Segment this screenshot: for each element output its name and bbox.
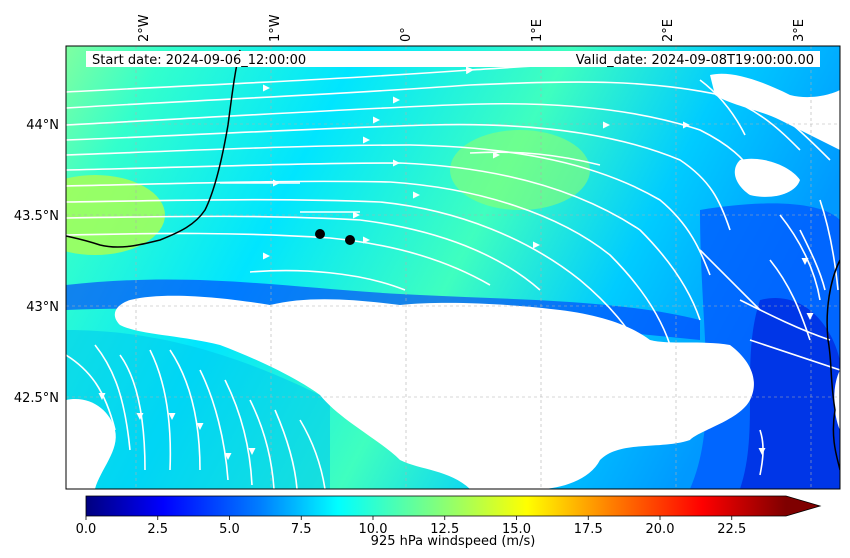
colorbar-tick-label: 2.5 (147, 522, 168, 537)
marker-point-a (315, 229, 325, 239)
lon-tick: 2°W (137, 14, 152, 42)
coastline-east (826, 259, 840, 471)
lon-tick: 3°E (792, 19, 807, 42)
lat-tick: 43.5°N (14, 209, 59, 224)
map-area: Start date: 2024-09-06_12:00:00 Valid_da… (66, 46, 840, 489)
colorbar-tick-label: 15.0 (502, 522, 531, 537)
colorbar-tick-label: 22.5 (717, 522, 746, 537)
colorbar-label: 925 hPa windspeed (m/s) (371, 534, 536, 549)
colorbar-tick-label: 17.5 (574, 522, 603, 537)
very-low-wind-region (740, 298, 840, 489)
colorbar-tick-label: 20.0 (646, 522, 675, 537)
masked-terrain-pyrenees (114, 295, 754, 489)
start-date-label: Start date: 2024-09-06_12:00:00 (92, 53, 306, 68)
map-frame (65, 45, 841, 490)
streamline-arrows (98, 84, 814, 460)
colorbar-extend-arrow (786, 496, 820, 516)
colorbar-tick-label: 12.5 (430, 522, 459, 537)
masked-terrain-edge (834, 370, 840, 430)
lon-tick: 1°E (530, 19, 545, 42)
colorbar-outline (85, 495, 822, 517)
southwest-region (66, 330, 330, 489)
colorbar-gradient (86, 496, 786, 516)
coastline (66, 49, 241, 248)
lon-tick: 0° (399, 27, 414, 42)
lon-tick: 2°E (661, 19, 676, 42)
info-bar (86, 51, 820, 67)
colorbar-tick-label: 0.0 (76, 522, 97, 537)
colorbar-tick-label: 7.5 (291, 522, 312, 537)
marker-point-b (345, 235, 355, 245)
lat-tick: 44°N (26, 118, 59, 133)
colorbar-ticks: 0.0 2.5 5.0 7.5 10.0 12.5 15.0 17.5 20.0 22.5 (76, 516, 746, 537)
lat-tick-labels: 44°N 43.5°N 43°N 42.5°N (14, 118, 59, 406)
colorbar-tick-label: 10.0 (359, 522, 388, 537)
lon-tick: 1°W (268, 14, 283, 42)
masked-terrain-northeast (710, 73, 840, 150)
colorbar: 0.0 2.5 5.0 7.5 10.0 12.5 15.0 17.5 20.0 22.5 925… (76, 495, 822, 549)
masked-terrain-east (734, 158, 800, 197)
lat-tick: 42.5°N (14, 391, 59, 406)
colorbar-tick-label: 5.0 (219, 522, 240, 537)
lon-tick-labels: 2°W 1°W 0° 1°E 2°E 3°E (137, 14, 807, 42)
lat-tick: 43°N (26, 300, 59, 315)
valid-date-label: Valid_date: 2024-09-08T19:00:00.00 (576, 53, 814, 68)
masked-terrain-southwest (66, 399, 116, 489)
